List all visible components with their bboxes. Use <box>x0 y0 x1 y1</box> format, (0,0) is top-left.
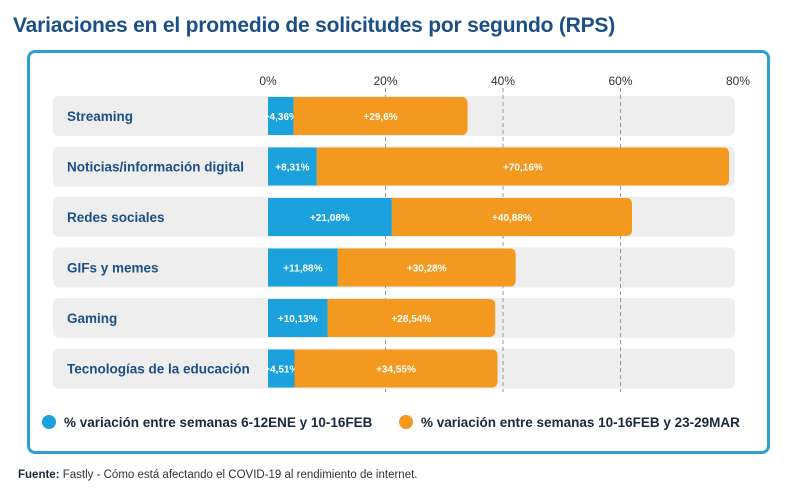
bar-segment-series-1 <box>268 198 392 236</box>
data-label: +30,28% <box>407 264 447 275</box>
data-label: +8,31% <box>275 163 309 174</box>
chart-frame <box>27 50 770 454</box>
data-label: +4,36% <box>264 112 298 123</box>
bar-segment-series-1 <box>268 248 338 287</box>
data-label: +28,54% <box>391 314 431 325</box>
legend-item-series-1: % variación entre semanas 6-12ENE y 10-1… <box>42 411 372 433</box>
bar-segment-series-1 <box>268 299 328 337</box>
data-label: +11,88% <box>283 264 322 275</box>
x-tick-label: 0% <box>259 74 277 88</box>
bar-segment-series-1 <box>268 349 295 388</box>
data-label: +29,6% <box>363 112 397 123</box>
data-label: +70,16% <box>503 163 543 174</box>
bar-segment-series-1 <box>268 97 294 135</box>
legend-marker-series-1 <box>42 415 56 429</box>
category-label: Noticias/información digital <box>67 160 244 175</box>
data-label: +34,55% <box>376 365 416 376</box>
x-tick-label: 80% <box>726 74 750 88</box>
category-label: Gaming <box>67 311 117 326</box>
source-note: Fuente: Fastly - Cómo está afectando el … <box>18 469 417 481</box>
bar-segment-series-2 <box>316 147 730 186</box>
bar-segment-series-2 <box>327 299 496 337</box>
data-label: +21,08% <box>310 213 350 224</box>
data-label: +40,88% <box>492 213 532 224</box>
data-label: +10,13% <box>278 314 318 325</box>
bar-segment-series-1 <box>268 147 317 186</box>
page-title: Variaciones en el promedio de solicitude… <box>13 14 615 37</box>
legend-label-series-1: % variación entre semanas 6-12ENE y 10-1… <box>64 414 373 430</box>
data-label: +4,51% <box>264 365 298 376</box>
bar-segment-series-2 <box>337 248 516 287</box>
x-tick-label: 20% <box>373 74 397 88</box>
category-label: Redes sociales <box>67 210 165 225</box>
category-label: GIFs y memes <box>67 261 159 276</box>
source-label: Fuente: <box>18 469 60 481</box>
category-label: Tecnologías de la educación <box>67 362 250 377</box>
legend-marker-series-2 <box>399 415 413 429</box>
bar-segment-series-2 <box>294 349 498 388</box>
category-label: Streaming <box>67 109 133 124</box>
source-text: Fastly - Cómo está afectando el COVID-19… <box>59 469 418 481</box>
bar-segment-series-2 <box>293 97 468 135</box>
legend-label-series-2: % variación entre semanas 10-16FEB y 23-… <box>421 414 740 430</box>
bar-segment-series-2 <box>391 198 633 236</box>
x-tick-label: 60% <box>608 74 632 88</box>
legend-item-series-2: % variación entre semanas 10-16FEB y 23-… <box>399 411 740 433</box>
x-tick-label: 40% <box>491 74 515 88</box>
